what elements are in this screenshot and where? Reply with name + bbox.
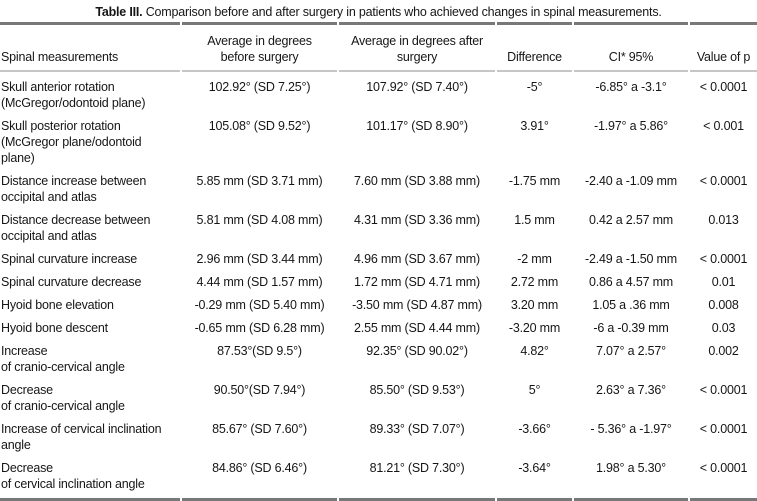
average-before-cell: 102.92° (SD 7.25°) xyxy=(208,80,311,94)
average-after-cell: 81.21° (SD 7.30°) xyxy=(339,453,495,501)
p-value-cell: 0.002 xyxy=(708,344,739,358)
average-after-cell: 101.17° (SD 8.90°) xyxy=(366,119,468,133)
table-row: Increase of cranio-cervical angle 87.53°(… xyxy=(0,336,757,375)
difference-cell: 3.91° xyxy=(520,119,549,133)
ci-cell: 7.07° a 2.57° xyxy=(596,344,666,358)
average-after-cell: 85.50° (SD 9.53°) xyxy=(369,383,465,397)
col-header-difference: Difference xyxy=(497,22,572,72)
average-before-cell: 85.67° (SD 7.60°) xyxy=(212,422,307,436)
difference-cell: -2 mm xyxy=(517,252,552,266)
p-value-cell: < 0.0001 xyxy=(699,252,748,266)
ci-cell: -6.85° a -3.1° xyxy=(595,80,667,94)
measurement-label-cell: Skull anterior rotation (McGregor/odonto… xyxy=(1,80,146,110)
ci-cell: 1.98° a 5.30° xyxy=(574,453,688,501)
table-row: Increase of cervical inclination angle 85… xyxy=(0,414,757,453)
table-caption: Comparison before and after surgery in p… xyxy=(142,5,662,19)
table-title: Table III. Comparison before and after s… xyxy=(0,0,757,22)
average-before-cell: 5.85 mm (SD 3.71 mm) xyxy=(196,174,323,188)
difference-cell: -1.75 mm xyxy=(508,174,561,188)
p-value-cell: 0.013 xyxy=(708,213,739,227)
average-before-cell: 2.96 mm (SD 3.44 mm) xyxy=(196,252,323,266)
average-after-cell: -3.50 mm (SD 4.87 mm) xyxy=(352,298,482,312)
table-row: Decrease of cranio-cervical angle 90.50°(… xyxy=(0,375,757,414)
difference-cell: 5° xyxy=(528,383,541,397)
average-before-cell: 87.53°(SD 9.5°) xyxy=(217,344,302,358)
average-after-cell: 7.60 mm (SD 3.88 mm) xyxy=(354,174,480,188)
ci-cell: 0.86 a 4.57 mm xyxy=(588,275,674,289)
difference-cell: -5° xyxy=(526,80,543,94)
average-before-cell: 4.44 mm (SD 1.57 mm) xyxy=(196,275,323,289)
p-value-cell: < 0.0001 xyxy=(699,80,748,94)
table-number: Table III. xyxy=(95,5,143,19)
difference-cell: -3.20 mm xyxy=(508,321,561,335)
ci-cell: 1.05 a .36 mm xyxy=(592,298,670,312)
table-row: Distance decrease between occipital and … xyxy=(0,205,757,244)
comparison-table: Spinal measurements Average in degrees b… xyxy=(0,22,757,501)
ci-cell: -6 a -0.39 mm xyxy=(593,321,669,335)
measurement-label-cell: Hyoid bone elevation xyxy=(1,298,114,312)
table-row: Skull anterior rotation (McGregor/odonto… xyxy=(0,72,757,111)
measurement-label-cell: Spinal curvature decrease xyxy=(1,275,142,289)
difference-cell: 1.5 mm xyxy=(514,213,555,227)
measurement-label-cell: Skull posterior rotation (McGregor plane… xyxy=(1,119,142,165)
average-before-cell: 5.81 mm (SD 4.08 mm) xyxy=(196,213,323,227)
measurement-label-cell: Increase of cervical inclination angle xyxy=(1,422,162,452)
ci-cell: - 5.36° a -1.97° xyxy=(590,422,672,436)
ci-cell: 0.42 a 2.57 mm xyxy=(588,213,674,227)
col-header-ci-95: CI* 95% xyxy=(574,22,688,72)
difference-cell: -3.64° xyxy=(497,453,572,501)
average-before-cell: 90.50°(SD 7.94°) xyxy=(213,383,306,397)
measurement-label-cell: Distance increase between occipital and … xyxy=(1,174,147,204)
table-row: Hyoid bone descent -0.65 mm (SD 6.28 mm) 2… xyxy=(0,313,757,336)
table-row: Spinal curvature increase 2.96 mm (SD 3.4… xyxy=(0,244,757,267)
average-after-cell: 1.72 mm (SD 4.71 mm) xyxy=(354,275,480,289)
p-value-cell: < 0.0001 xyxy=(690,453,757,501)
average-after-cell: 4.96 mm (SD 3.67 mm) xyxy=(354,252,480,266)
p-value-cell: 0.01 xyxy=(711,275,736,289)
average-after-cell: 107.92° (SD 7.40°) xyxy=(366,80,468,94)
measurement-label-cell: Spinal curvature increase xyxy=(1,252,138,266)
ci-cell: -2.49 a -1.50 mm xyxy=(585,252,677,266)
measurement-label-cell: Decrease of cervical inclination angle xyxy=(0,453,180,501)
header-row: Spinal measurements Average in degrees b… xyxy=(0,22,757,72)
average-before-cell: 105.08° (SD 9.52°) xyxy=(208,119,311,133)
p-value-cell: 0.03 xyxy=(711,321,736,335)
table-row: Hyoid bone elevation -0.29 mm (SD 5.40 mm… xyxy=(0,290,757,313)
ci-cell: -2.40 a -1.09 mm xyxy=(585,174,677,188)
average-after-cell: 4.31 mm (SD 3.36 mm) xyxy=(354,213,480,227)
col-header-average-after-surgery: Average in degrees after surgery xyxy=(339,22,495,72)
table-row: Spinal curvature decrease 4.44 mm (SD 1.5… xyxy=(0,267,757,290)
difference-cell: 2.72 mm xyxy=(510,275,559,289)
table-row: Decrease of cervical inclination angle 84… xyxy=(0,453,757,501)
table-row: Skull posterior rotation (McGregor plane… xyxy=(0,111,757,166)
table-row: Distance increase between occipital and … xyxy=(0,166,757,205)
average-before-cell: 84.86° (SD 6.46°) xyxy=(182,453,337,501)
average-after-cell: 89.33° (SD 7.07°) xyxy=(369,422,465,436)
difference-cell: 4.82° xyxy=(520,344,549,358)
ci-cell: -1.97° a 5.86° xyxy=(594,119,668,133)
average-after-cell: 2.55 mm (SD 4.44 mm) xyxy=(354,321,480,335)
table-body: Skull anterior rotation (McGregor/odonto… xyxy=(0,72,757,501)
average-before-cell: -0.65 mm (SD 6.28 mm) xyxy=(194,321,325,335)
p-value-cell: < 0.0001 xyxy=(699,383,748,397)
difference-cell: -3.66° xyxy=(518,422,551,436)
col-header-average-before-surgery: Average in degrees before surgery xyxy=(182,22,337,72)
measurement-label-cell: Distance decrease between occipital and … xyxy=(1,213,151,243)
ci-cell: 2.63° a 7.36° xyxy=(596,383,666,397)
average-before-cell: -0.29 mm (SD 5.40 mm) xyxy=(194,298,325,312)
p-value-cell: < 0.0001 xyxy=(699,422,748,436)
average-after-cell: 92.35° (SD 90.02°) xyxy=(366,344,468,358)
p-value-cell: < 0.001 xyxy=(703,119,744,133)
difference-cell: 3.20 mm xyxy=(510,298,559,312)
measurement-label-cell: Decrease of cranio-cervical angle xyxy=(1,383,125,413)
measurement-label-cell: Increase of cranio-cervical angle xyxy=(1,344,125,374)
p-value-cell: 0.008 xyxy=(708,298,739,312)
p-value-cell: < 0.0001 xyxy=(699,174,748,188)
col-header-spinal-measurements: Spinal measurements xyxy=(0,22,180,72)
measurement-label-cell: Hyoid bone descent xyxy=(1,321,108,335)
col-header-value-of-p: Value of p xyxy=(690,22,757,72)
